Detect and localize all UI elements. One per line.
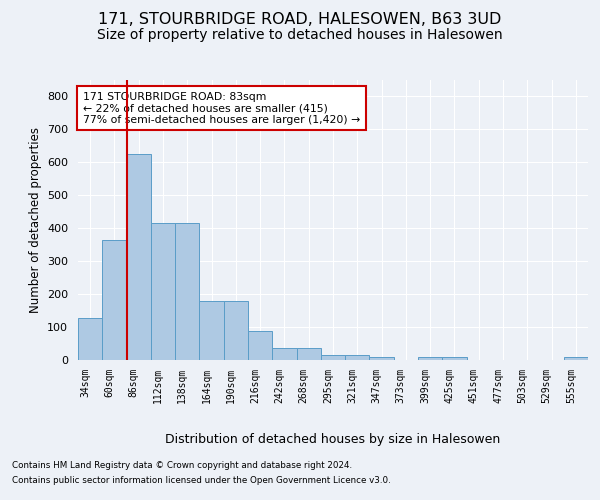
Bar [248,331,272,360]
Bar [224,300,248,360]
Text: Size of property relative to detached houses in Halesowen: Size of property relative to detached ho… [97,28,503,42]
Bar [345,355,370,360]
Bar [296,348,321,360]
Y-axis label: Number of detached properties: Number of detached properties [29,127,41,313]
Text: Contains public sector information licensed under the Open Government Licence v3: Contains public sector information licen… [12,476,391,485]
Text: 171 STOURBRIDGE ROAD: 83sqm
← 22% of detached houses are smaller (415)
77% of se: 171 STOURBRIDGE ROAD: 83sqm ← 22% of det… [83,92,360,124]
Bar [321,355,345,360]
Bar [151,224,175,360]
Text: Contains HM Land Registry data © Crown copyright and database right 2024.: Contains HM Land Registry data © Crown c… [12,461,352,470]
Text: 171, STOURBRIDGE ROAD, HALESOWEN, B63 3UD: 171, STOURBRIDGE ROAD, HALESOWEN, B63 3U… [98,12,502,28]
Bar [418,358,442,360]
Bar [564,358,588,360]
Bar [199,300,224,360]
Bar [175,224,199,360]
Bar [442,358,467,360]
Bar [102,240,127,360]
Bar [78,318,102,360]
Bar [127,154,151,360]
Bar [272,348,296,360]
Text: Distribution of detached houses by size in Halesowen: Distribution of detached houses by size … [166,432,500,446]
Bar [370,358,394,360]
